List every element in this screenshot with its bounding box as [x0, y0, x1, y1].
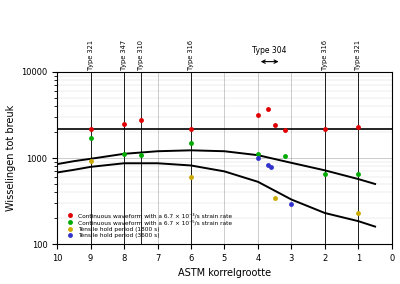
- Text: Type 310: Type 310: [138, 40, 144, 70]
- Text: Type 304: Type 304: [252, 46, 287, 55]
- Y-axis label: Wisselingen tot breuk: Wisselingen tot breuk: [6, 105, 16, 211]
- Legend: Continuous waveform with a 6.7 × 10⁻³/s strain rate, Continuous waveform with a : Continuous waveform with a 6.7 × 10⁻³/s …: [63, 212, 233, 239]
- Text: Type 316: Type 316: [322, 40, 328, 70]
- Text: Type 316: Type 316: [188, 40, 194, 70]
- Text: Type 347: Type 347: [121, 40, 127, 70]
- Text: Type 321: Type 321: [88, 40, 94, 70]
- X-axis label: ASTM korrelgrootte: ASTM korrelgrootte: [178, 268, 271, 278]
- Text: Type 321: Type 321: [355, 40, 361, 70]
